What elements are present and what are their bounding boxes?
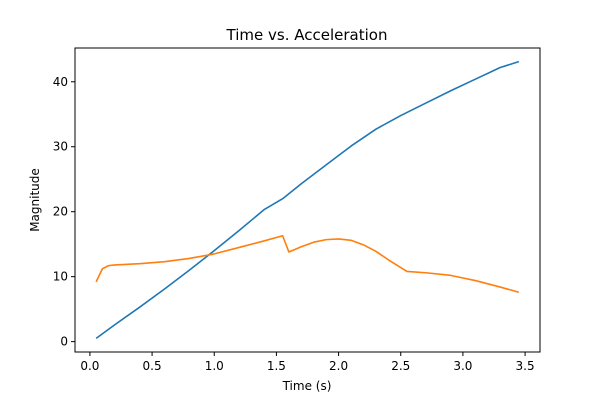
x-tick-label: 0.5 — [143, 359, 162, 373]
plot-frame — [74, 47, 541, 353]
x-tick-label: 3.0 — [453, 359, 472, 373]
series-line-1 — [95, 234, 520, 294]
chart-title: Time vs. Acceleration — [226, 26, 388, 44]
x-axis-label: Time (s) — [282, 379, 332, 393]
x-tick-label: 2.5 — [391, 359, 410, 373]
y-axis-label: Magnitude — [28, 168, 42, 232]
y-tick-label: 0 — [60, 335, 68, 349]
x-tick-label: 1.0 — [205, 359, 224, 373]
x-tick-label: 1.5 — [267, 359, 286, 373]
y-tick-label: 20 — [53, 205, 68, 219]
y-axis: 0 10 20 30 40 — [53, 75, 75, 349]
y-tick-label: 40 — [53, 75, 68, 89]
x-axis: 0.0 0.5 1.0 1.5 2.0 2.5 3.0 3.5 — [80, 352, 535, 373]
series-line-0 — [95, 60, 520, 340]
plot-area — [74, 47, 541, 353]
x-tick-label: 0.0 — [80, 359, 99, 373]
x-tick-label: 2.0 — [329, 359, 348, 373]
y-tick-label: 10 — [53, 270, 68, 284]
x-tick-label: 3.5 — [516, 359, 535, 373]
series-layer — [95, 60, 520, 340]
y-tick-label: 30 — [53, 140, 68, 154]
